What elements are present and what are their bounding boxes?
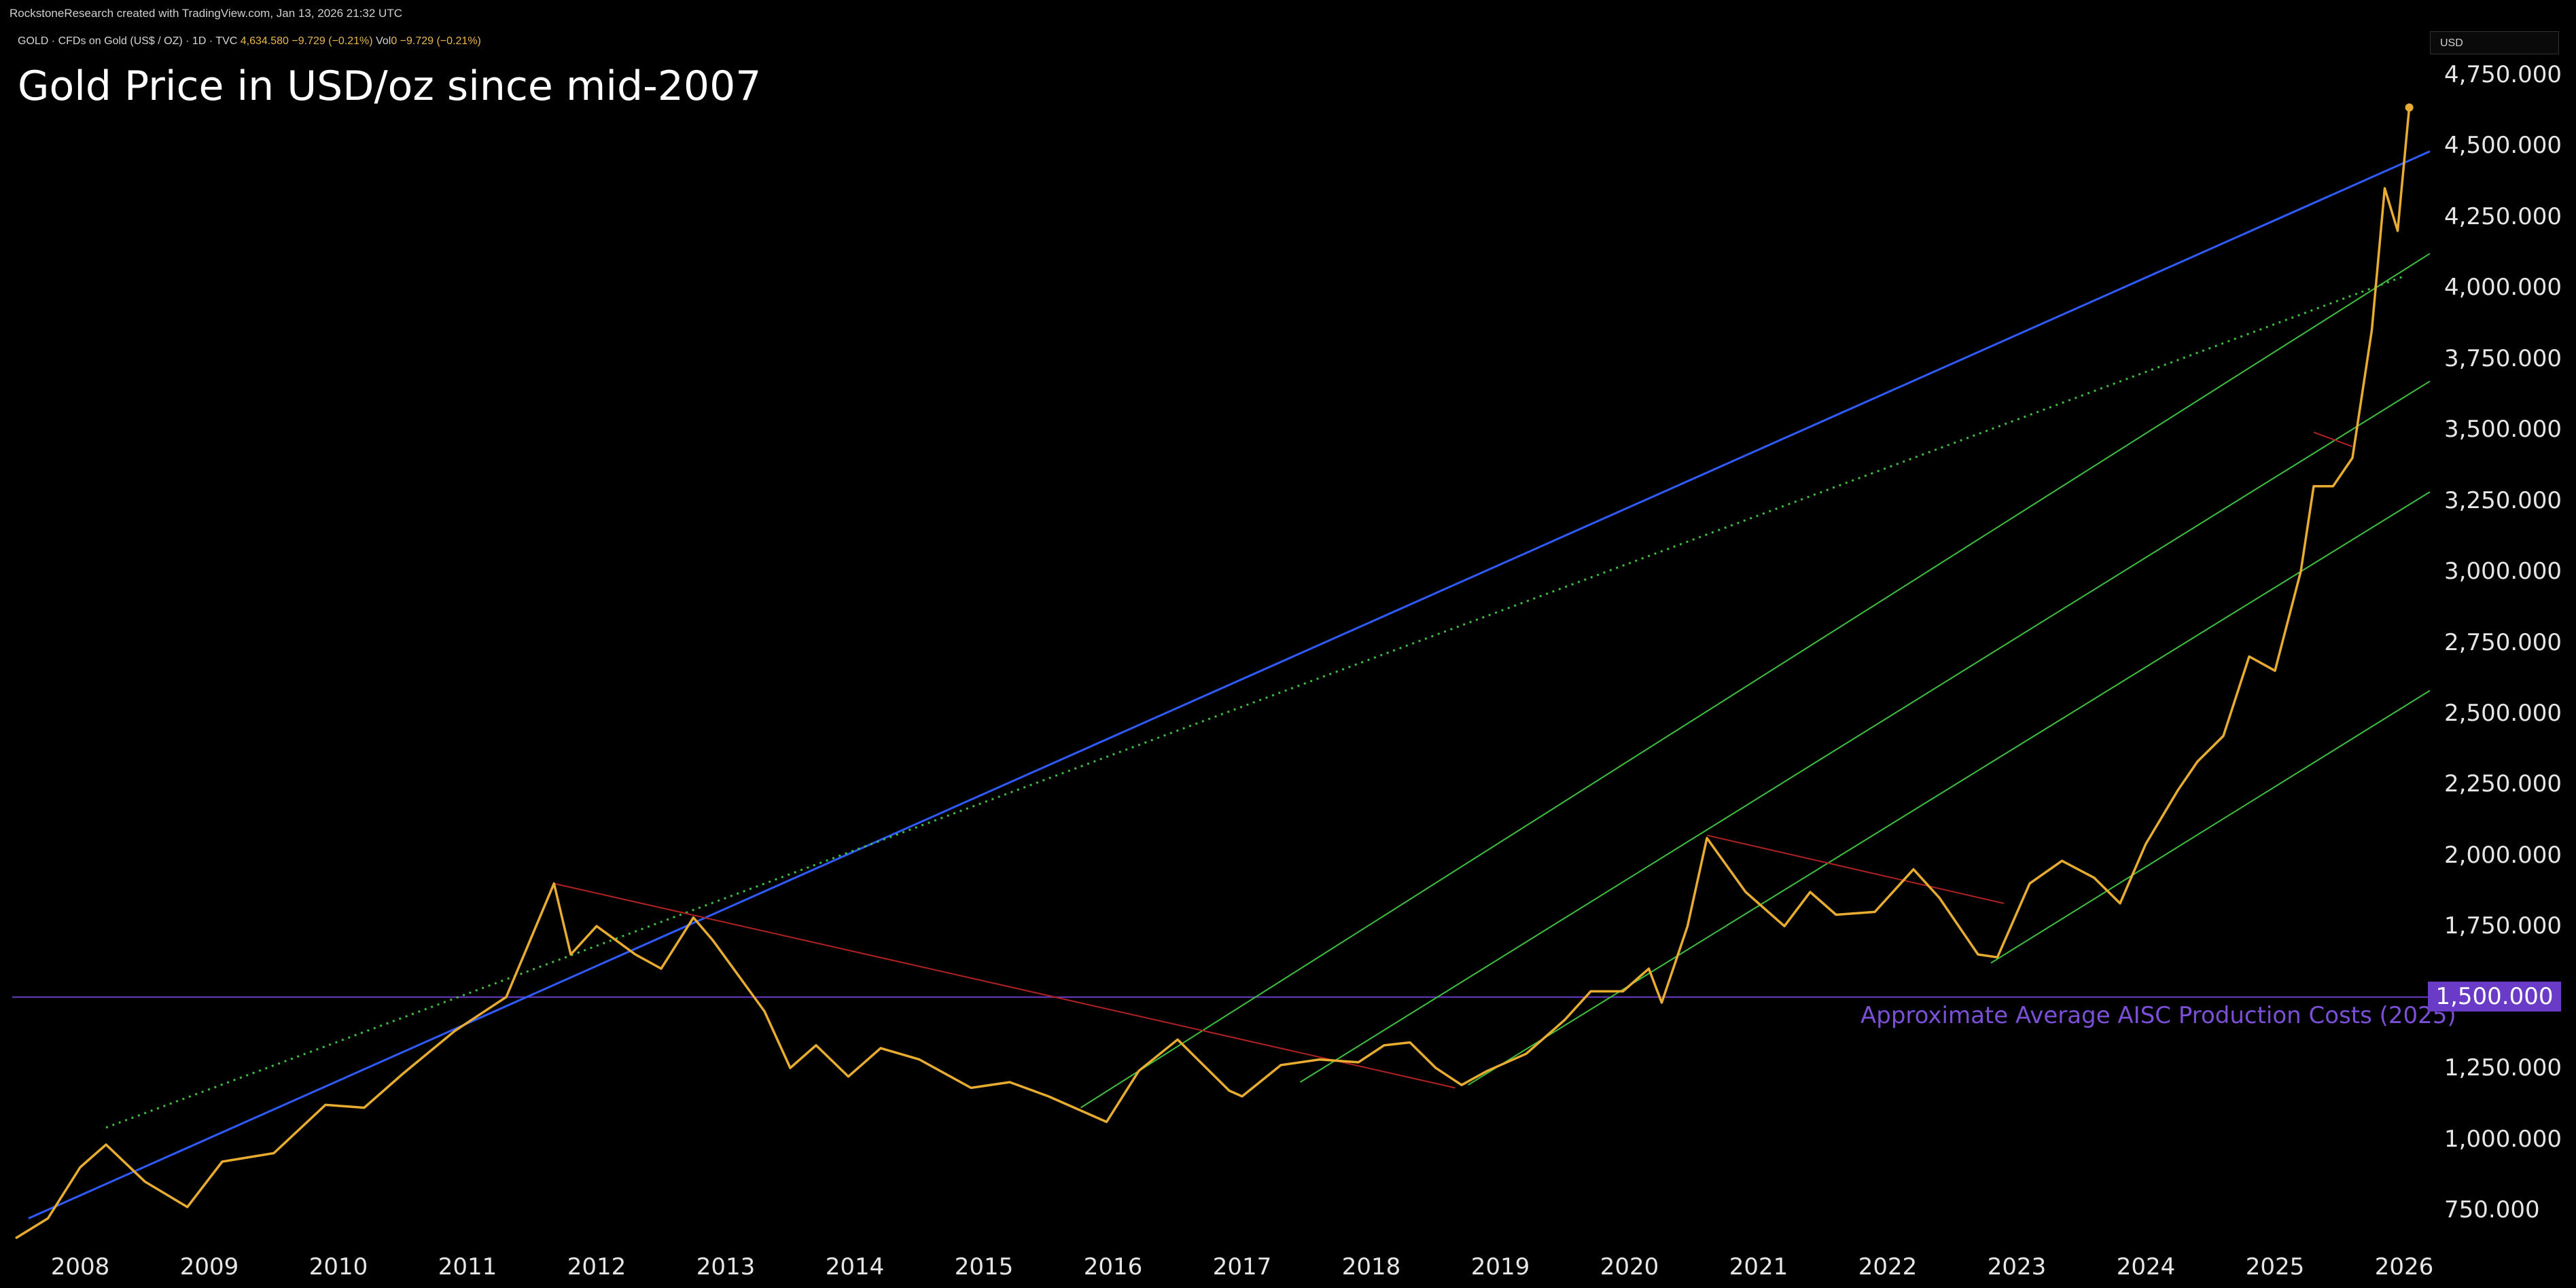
price-tick-label: 1,750.000 [2444, 912, 2562, 940]
time-tick-label: 2026 [2374, 1253, 2434, 1281]
channel-line[interactable] [1990, 690, 2431, 964]
time-tick-label: 2020 [1600, 1253, 1659, 1281]
downtrend-line[interactable] [1706, 834, 2005, 904]
last-price: 4,634.580 [240, 35, 289, 47]
time-tick-label: 2014 [825, 1253, 885, 1281]
last-price-marker [2405, 103, 2414, 112]
time-tick-label: 2017 [1212, 1253, 1272, 1281]
time-tick-label: 2023 [1987, 1253, 2047, 1281]
long-term-trendline[interactable] [28, 150, 2431, 1219]
aisc-level-badge: 1,500.000 [2428, 982, 2561, 1012]
time-tick-label: 2013 [696, 1253, 756, 1281]
time-tick-label: 2012 [567, 1253, 627, 1281]
symbol-name: GOLD · CFDs on Gold (US$ / OZ) · 1D · TV… [18, 35, 238, 47]
volume-change: −9.729 (−0.21%) [400, 35, 481, 47]
price-tick-label: 750.000 [2444, 1196, 2540, 1223]
time-tick-label: 2025 [2245, 1253, 2305, 1281]
time-tick-label: 2021 [1729, 1253, 1788, 1281]
price-tick-label: 4,500.000 [2444, 132, 2562, 160]
channel-line[interactable] [1467, 491, 2431, 1086]
volume-label: Vol [376, 35, 391, 47]
price-tick-label: 2,250.000 [2444, 770, 2562, 798]
gold-price-line[interactable] [15, 107, 2411, 1240]
price-change: −9.729 (−0.21%) [292, 35, 373, 47]
time-tick-label: 2024 [2116, 1253, 2176, 1281]
currency-selector[interactable]: USD [2430, 31, 2559, 54]
aisc-level-note: Approximate Average AISC Production Cost… [1860, 1002, 2456, 1029]
chart-credit: RockstoneResearch created with TradingVi… [10, 7, 402, 20]
price-tick-label: 3,750.000 [2444, 344, 2562, 372]
price-tick-label: 4,000.000 [2444, 274, 2562, 302]
downtrend-line[interactable] [2313, 431, 2353, 448]
price-tick-label: 3,000.000 [2444, 558, 2562, 586]
time-tick-label: 2019 [1470, 1253, 1530, 1281]
time-tick-label: 2022 [1858, 1253, 1918, 1281]
time-tick-label: 2009 [179, 1253, 239, 1281]
volume-value: 0 [391, 35, 398, 47]
symbol-legend[interactable]: GOLD · CFDs on Gold (US$ / OZ) · 1D · TV… [18, 35, 481, 48]
price-tick-label: 2,750.000 [2444, 628, 2562, 656]
chart-title: Gold Price in USD/oz since mid-2007 [18, 62, 762, 110]
time-tick-label: 2016 [1083, 1253, 1143, 1281]
time-tick-label: 2015 [954, 1253, 1014, 1281]
price-tick-label: 4,750.000 [2444, 61, 2562, 88]
price-tick-label: 1,000.000 [2444, 1125, 2562, 1153]
price-tick-label: 4,250.000 [2444, 202, 2562, 230]
price-tick-label: 2,000.000 [2444, 841, 2562, 869]
time-tick-label: 2010 [308, 1253, 368, 1281]
time-tick-label: 2018 [1341, 1253, 1401, 1281]
channel-line[interactable] [1299, 380, 2431, 1083]
channel-line[interactable] [1080, 253, 2431, 1109]
time-tick-label: 2008 [50, 1253, 110, 1281]
dotted-trendline[interactable] [105, 275, 2405, 1129]
time-tick-label: 2011 [438, 1253, 497, 1281]
price-tick-label: 2,500.000 [2444, 699, 2562, 727]
price-tick-label: 1,250.000 [2444, 1054, 2562, 1082]
downtrend-line[interactable] [554, 882, 1455, 1089]
chart-area[interactable] [12, 29, 2428, 1258]
price-tick-label: 3,250.000 [2444, 486, 2562, 514]
price-tick-label: 3,500.000 [2444, 416, 2562, 444]
